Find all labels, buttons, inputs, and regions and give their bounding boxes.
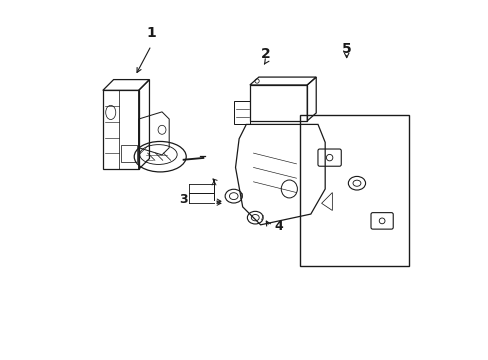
Bar (300, 116, 408, 266)
Text: 1: 1 (146, 26, 156, 40)
Text: 2: 2 (261, 48, 270, 62)
Text: 5: 5 (341, 42, 351, 56)
Text: 4: 4 (274, 220, 283, 233)
Text: 3: 3 (179, 193, 187, 206)
